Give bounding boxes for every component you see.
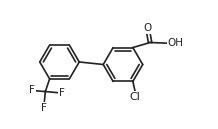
Text: F: F (29, 85, 35, 95)
Text: OH: OH (167, 38, 183, 48)
Text: O: O (144, 23, 152, 33)
Text: F: F (41, 103, 47, 113)
Text: Cl: Cl (129, 92, 140, 102)
Text: F: F (59, 88, 65, 98)
